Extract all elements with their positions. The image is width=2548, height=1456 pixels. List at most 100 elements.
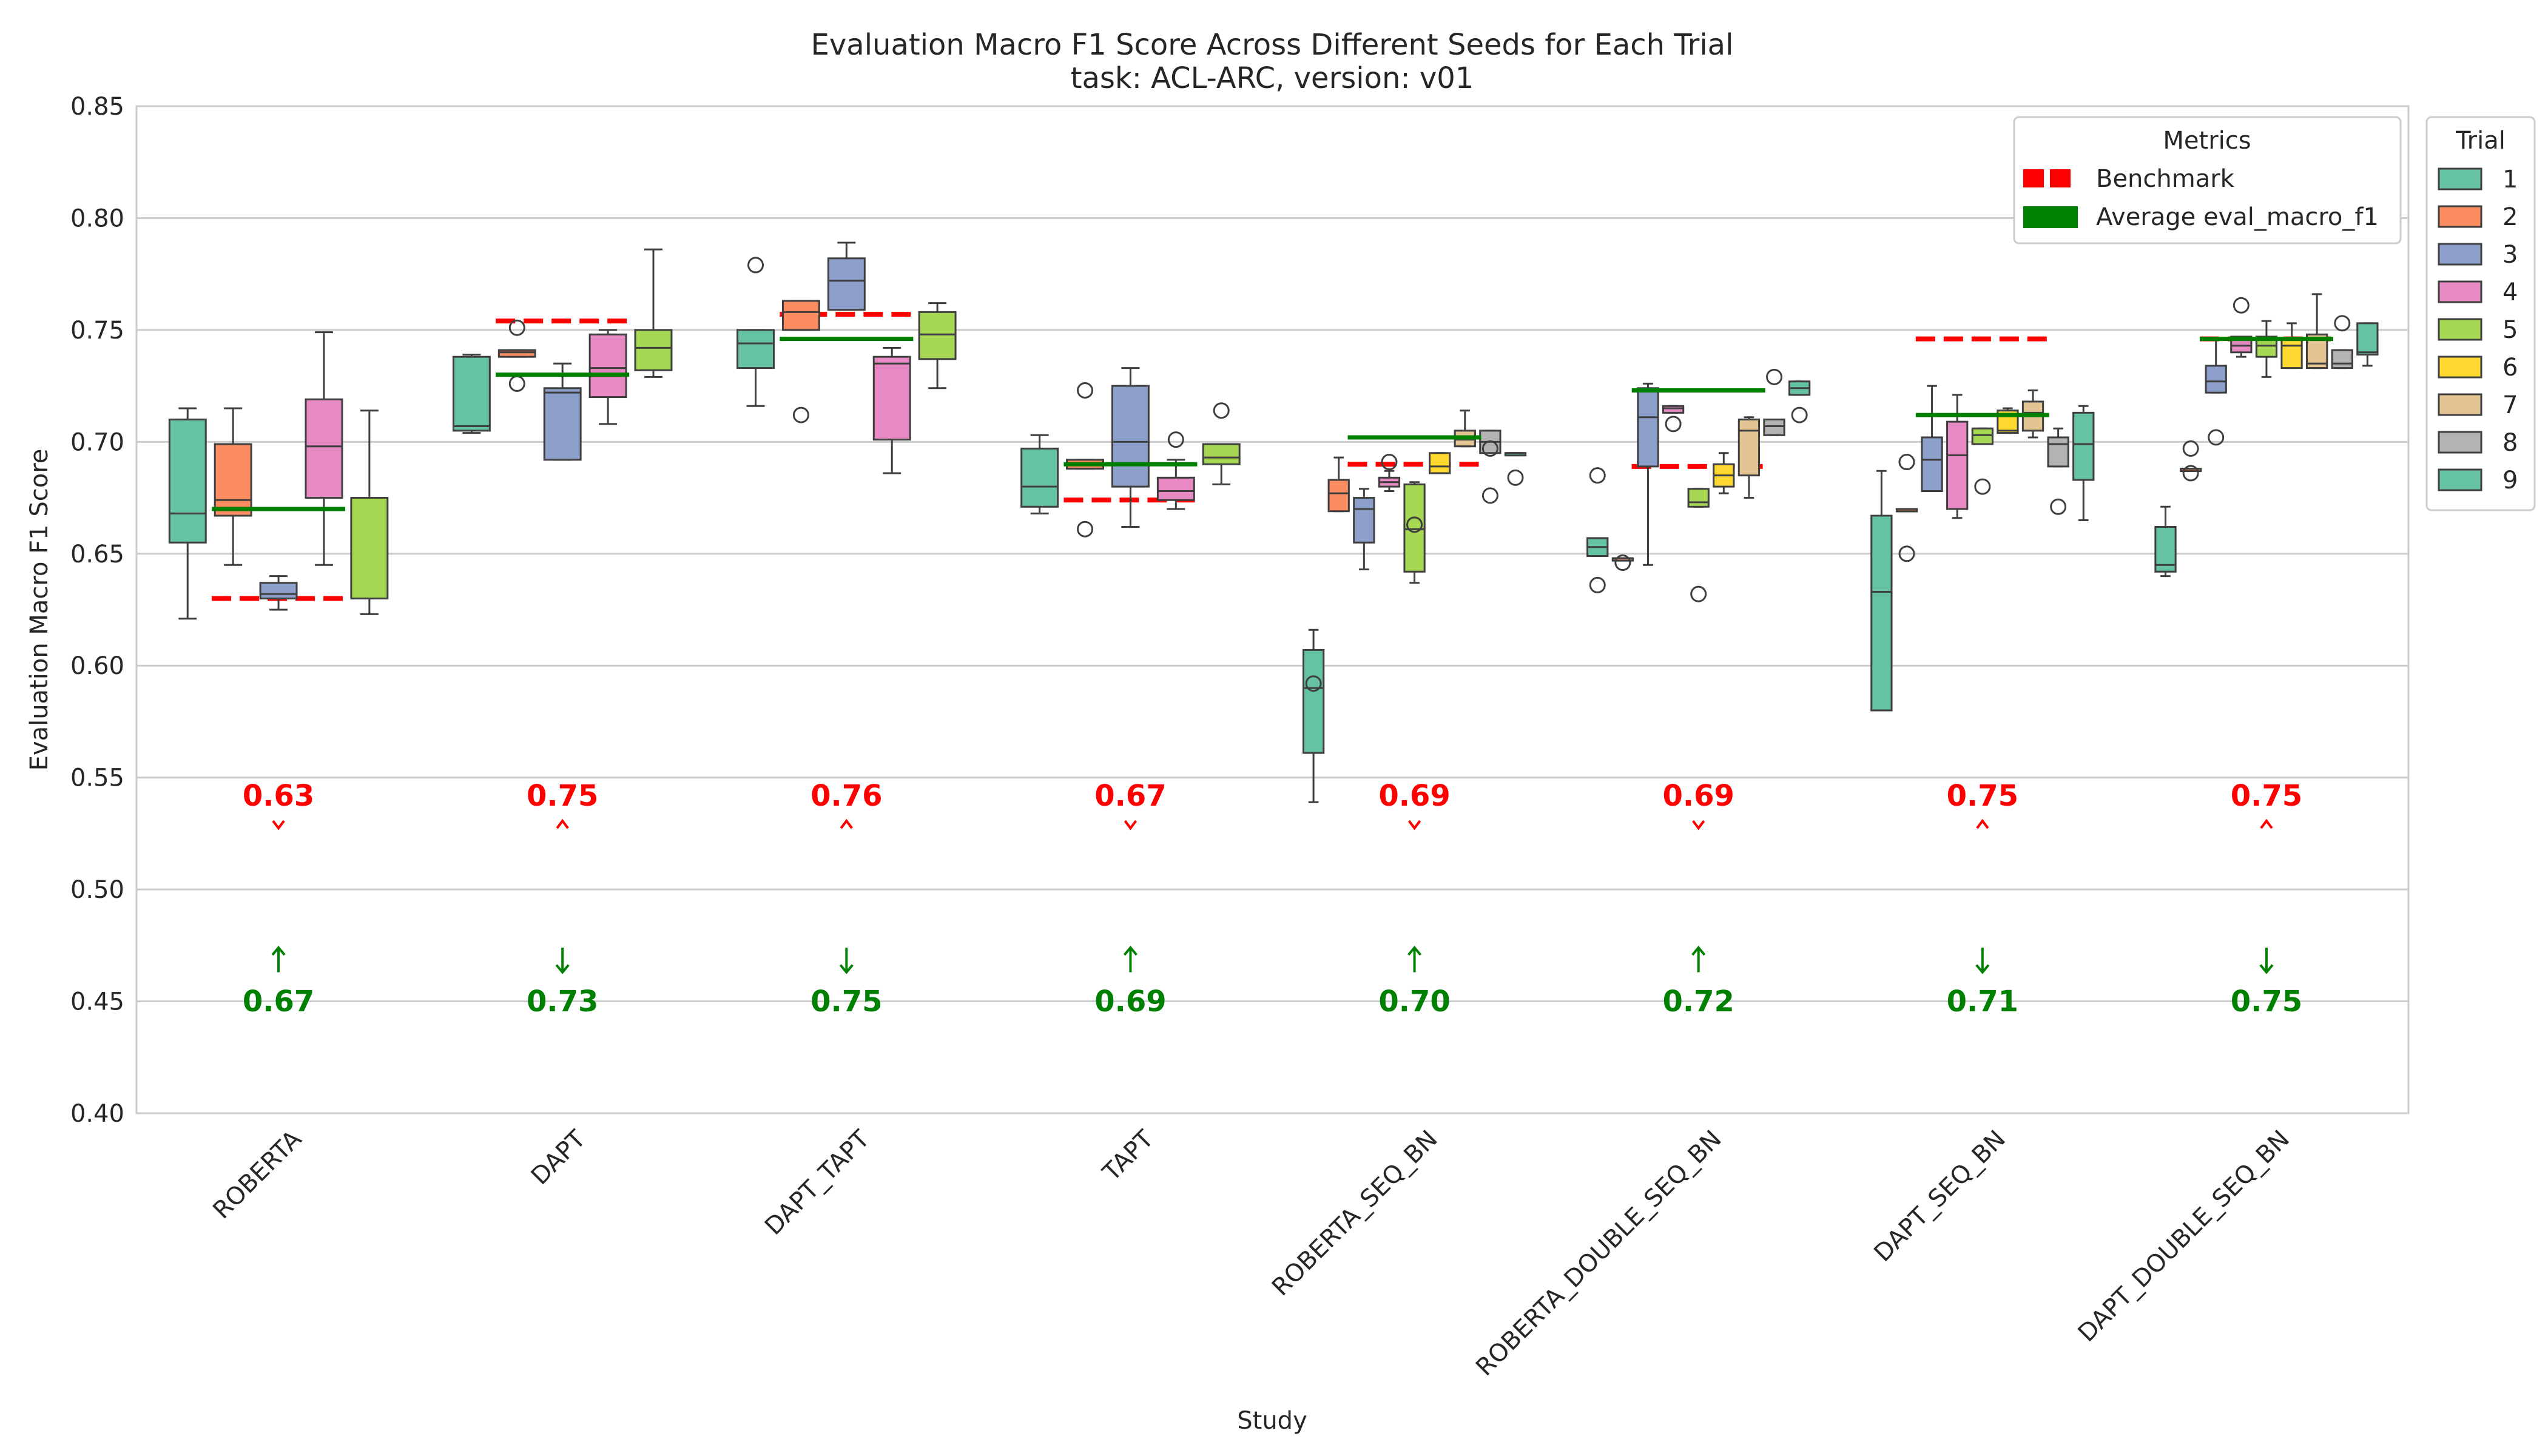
trial-legend-title: Trial: [2455, 127, 2506, 155]
trial-legend-swatch: [2438, 431, 2482, 454]
trial-legend-label: 2: [2502, 203, 2518, 231]
box-trial-2: [214, 443, 252, 517]
box-trial-2: [1327, 479, 1350, 513]
outlier-point: [1898, 454, 1915, 471]
outlier-point: [1589, 467, 1606, 484]
box-trial-4: [588, 333, 627, 399]
legend-average-swatch: [2023, 206, 2078, 228]
y-axis-label: Evaluation Macro F1 Score: [25, 449, 53, 771]
outlier-point: [1167, 431, 1184, 448]
benchmark-value-label: 0.67: [1094, 779, 1166, 813]
y-tick-label: 0.75: [70, 317, 124, 345]
trial-legend-items: 1 2 3 4 5 6 7 8 9: [2438, 166, 2518, 494]
box-trial-5: [634, 329, 673, 371]
outlier-point: [1481, 440, 1498, 457]
y-tick-label: 0.50: [70, 876, 124, 904]
outlier-point: [2050, 498, 2067, 515]
trial-legend-swatch: [2438, 280, 2482, 303]
outlier-point: [1791, 406, 1808, 423]
average-arrow-head: [1691, 945, 1706, 956]
average-arrow-head: [1407, 945, 1422, 956]
trial-legend-swatch: [2438, 393, 2482, 416]
outlier-point: [1589, 576, 1606, 593]
average-value-label: 0.73: [527, 985, 598, 1019]
box-trial-8: [1763, 418, 1785, 436]
box-trial-3: [1353, 497, 1375, 544]
outlier-point: [747, 257, 764, 274]
metrics-legend: Metrics Benchmark Average eval_macro_f1: [2013, 116, 2402, 244]
box-trial-4: [305, 398, 343, 499]
outlier-point: [508, 319, 525, 336]
average-arrow-head: [839, 964, 854, 974]
benchmark-value-label: 0.76: [811, 779, 882, 813]
trial-legend-label: 9: [2502, 467, 2518, 494]
plot-frame: [135, 105, 2410, 1114]
benchmark-arrow: [1407, 820, 1421, 831]
benchmark-arrow: [1124, 820, 1138, 831]
box-trial-1: [1302, 649, 1325, 754]
benchmark-value-label: 0.69: [1662, 779, 1734, 813]
trial-legend-swatch: [2438, 468, 2482, 491]
trial-legend-label: 5: [2502, 316, 2518, 344]
box-trial-1: [736, 329, 775, 369]
outlier-point: [2182, 440, 2199, 457]
box-trial-9: [2356, 322, 2379, 356]
trial-legend-label: 8: [2502, 429, 2518, 457]
box-trial-5: [918, 311, 957, 360]
benchmark-arrow: [272, 820, 285, 831]
outlier-point: [2233, 297, 2250, 314]
box-trial-3: [1111, 385, 1150, 488]
y-tick-labels: 0.40 0.45 0.50 0.55 0.60 0.65 0.70 0.75 0.80 0.85: [70, 93, 124, 1128]
outlier-point: [1766, 368, 1783, 385]
box-trial-3: [259, 582, 298, 600]
box-trial-3: [1637, 387, 1659, 468]
average-arrow-head: [1975, 964, 1990, 974]
benchmark-arrow: [1692, 820, 1705, 831]
benchmark-value-label: 0.75: [2231, 779, 2302, 813]
outlier-point: [2208, 429, 2225, 446]
outlier-point: [1406, 516, 1423, 533]
outlier-point: [1213, 402, 1230, 419]
outlier-point: [1381, 454, 1398, 471]
legend-average-label: Average eval_macro_f1: [2096, 203, 2379, 231]
trial-legend-swatch: [2438, 243, 2482, 266]
outlier-point: [1665, 416, 1682, 433]
box-trial-7: [1737, 418, 1761, 477]
average-arrow-head: [2259, 964, 2274, 974]
trial-legend-label: 3: [2502, 241, 2518, 269]
average-value-label: 0.70: [1378, 985, 1450, 1019]
box-trial-3: [827, 257, 866, 311]
box-trial-3: [1921, 436, 1943, 492]
box-trial-4: [872, 356, 911, 441]
y-tick-label: 0.85: [70, 93, 124, 121]
outlier-point: [1614, 554, 1631, 571]
benchmark-value-label: 0.75: [527, 779, 598, 813]
trial-legend-swatch: [2438, 356, 2482, 379]
box-trial-2: [781, 300, 820, 331]
y-tick-label: 0.80: [70, 204, 124, 232]
box-trial-4: [1946, 420, 1969, 510]
box-trial-4: [1662, 405, 1685, 414]
y-tick-label: 0.60: [70, 652, 124, 680]
box-trial-6: [1429, 452, 1451, 474]
trial-legend-swatch: [2438, 167, 2482, 190]
trial-legend-label: 1: [2502, 166, 2518, 194]
y-tick-label: 0.45: [70, 988, 124, 1016]
box-trial-1: [1020, 447, 1059, 508]
annotations: 0.63 0.67 0.75 0.73 0.76 0.75 0.67 0.69 0.69 0.70…: [243, 779, 2302, 1019]
benchmark-arrow: [2260, 818, 2273, 829]
box-trial-9: [2072, 411, 2095, 481]
box-trial-3: [2205, 365, 2227, 394]
metrics-legend-title: Metrics: [2163, 127, 2251, 155]
box-trial-5: [1971, 427, 1994, 445]
outlier-point: [1690, 585, 1707, 602]
outlier-point: [1481, 487, 1498, 504]
average-arrow-head: [271, 945, 286, 956]
box-trial-8: [2331, 349, 2353, 369]
box-trial-5: [350, 497, 389, 600]
box-trial-3: [543, 387, 582, 461]
trial-legend: Trial 1 2 3 4 5 6 7 8 9: [2425, 116, 2536, 511]
chart-subtitle: task: ACL-ARC, version: v01: [1071, 61, 1474, 95]
outlier-point: [2334, 315, 2351, 332]
